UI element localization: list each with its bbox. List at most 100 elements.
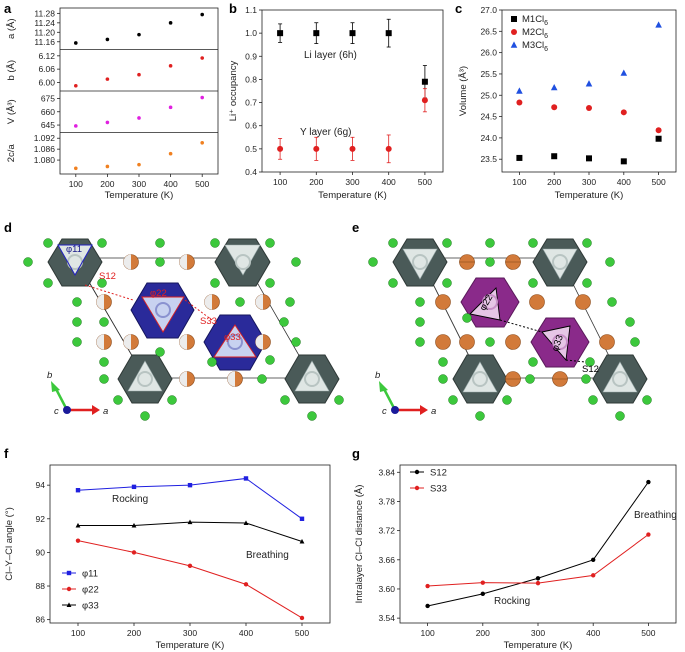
data-point <box>385 30 392 37</box>
data-point <box>137 116 141 120</box>
y-tick-label: 26.0 <box>480 48 497 58</box>
axis-b-label: b <box>47 370 52 381</box>
data-point <box>168 105 173 110</box>
data-point <box>243 476 249 481</box>
data-point <box>137 162 141 167</box>
legend-subscript: 6 <box>544 33 548 40</box>
legend-label: S33 <box>430 484 447 495</box>
data-point <box>516 99 523 106</box>
data-point <box>200 95 204 100</box>
y-tick-label: 675 <box>41 93 55 103</box>
x-tick-label: 400 <box>382 177 396 187</box>
y-tick-label: 3.78 <box>378 496 395 506</box>
data-point <box>591 573 596 578</box>
y-tick-label: 660 <box>41 107 55 117</box>
y-tick-label: 3.72 <box>378 526 395 536</box>
y-tick-label: 0.7 <box>245 98 257 108</box>
legend-name: M3Cl <box>522 40 544 51</box>
li-y-sphere <box>123 334 139 350</box>
y-tick-label: 3.66 <box>378 555 395 565</box>
data-point <box>421 97 428 104</box>
y-tick-label: 88 <box>36 581 46 591</box>
x-tick-label: 200 <box>547 177 561 187</box>
panel-label-g: g <box>352 446 360 461</box>
data-point <box>421 78 428 85</box>
legend-marker <box>511 29 517 35</box>
data-point <box>349 30 356 37</box>
y-axis-label: 2c/a <box>6 144 17 163</box>
y-tick-label: 0.8 <box>245 74 257 84</box>
data-point <box>200 56 204 60</box>
x-tick-label: 400 <box>164 179 178 189</box>
octahedron <box>117 354 173 404</box>
data-point <box>313 30 320 37</box>
data-point <box>105 120 110 125</box>
x-axis-label: Temperature (K) <box>105 190 174 201</box>
data-point <box>74 41 78 45</box>
data-point <box>200 140 204 145</box>
annotation-breathing: Breathing <box>634 510 677 521</box>
y-tick-label: 11.24 <box>34 18 55 28</box>
data-point <box>187 519 193 525</box>
legend-marker <box>414 469 420 475</box>
li-y-sphere <box>255 294 271 310</box>
legend-marker <box>66 570 72 576</box>
octahedron <box>214 238 271 287</box>
label-phi11: φ11 <box>66 244 82 255</box>
y-tick-label: 3.84 <box>378 467 395 477</box>
legend-label: φ22 <box>82 585 99 596</box>
s12-line <box>84 284 134 301</box>
legend-subscript: 6 <box>544 46 548 53</box>
li-y-sphere <box>255 334 271 350</box>
y-tick-label: 645 <box>41 120 55 130</box>
data-point <box>591 557 596 562</box>
y-tick-label: 3.60 <box>378 584 395 594</box>
s12-line <box>499 319 543 333</box>
legend-label: M2Cl6 <box>522 27 548 40</box>
y-tick-label: 1.0 <box>245 28 257 38</box>
x-tick-label: 100 <box>512 177 526 187</box>
data-point <box>550 83 558 91</box>
annotation-y-layer: Y layer (6g) <box>300 127 352 138</box>
x-tick-label: 500 <box>641 628 655 638</box>
legend-marker <box>511 16 517 22</box>
x-tick-label: 200 <box>100 179 114 189</box>
data-point <box>131 522 137 528</box>
data-point <box>655 21 662 28</box>
data-point <box>168 21 173 25</box>
legend-label: M3Cl6 <box>522 40 548 53</box>
series-line <box>427 481 649 607</box>
data-point <box>535 576 541 581</box>
x-tick-label: 400 <box>617 177 631 187</box>
x-tick-label: 400 <box>239 628 253 638</box>
legend-label: M1Cl6 <box>522 14 548 27</box>
panel-label-a: a <box>4 1 12 16</box>
axes-indicator <box>379 381 428 415</box>
y-axis-label: V (Å³) <box>6 99 17 124</box>
y-tick-label: 24.0 <box>480 133 497 143</box>
chart-c: 100 200 300 400 500 Temperature (K) 23.5 24.0 24… <box>458 5 677 201</box>
x-tick-label: 300 <box>183 628 197 638</box>
data-point <box>200 12 204 17</box>
data-point <box>516 154 523 161</box>
x-axis-label: Temperature (K) <box>318 190 387 201</box>
octahedron <box>532 238 588 287</box>
data-point <box>425 583 430 589</box>
data-point <box>586 105 592 112</box>
label-s33: S33 <box>200 316 217 327</box>
x-tick-label: 300 <box>582 177 596 187</box>
data-point <box>425 603 430 609</box>
data-point <box>105 77 110 81</box>
data-point <box>187 482 193 488</box>
data-point <box>105 37 110 42</box>
data-point <box>585 80 593 87</box>
y-axis-label: Cl–Y–Cl angle (°) <box>4 507 15 581</box>
y-axis-label: Volume (Å³) <box>458 66 469 116</box>
y-tick-label: 0.9 <box>245 51 257 61</box>
data-point <box>168 151 173 156</box>
chart-g: 100 200 300 400 500 Temperature (K) 3.54 3.60 3.… <box>354 464 677 651</box>
li-y-sphere <box>96 334 112 350</box>
label-phi22: φ22 <box>150 288 167 299</box>
series-line <box>78 521 303 542</box>
